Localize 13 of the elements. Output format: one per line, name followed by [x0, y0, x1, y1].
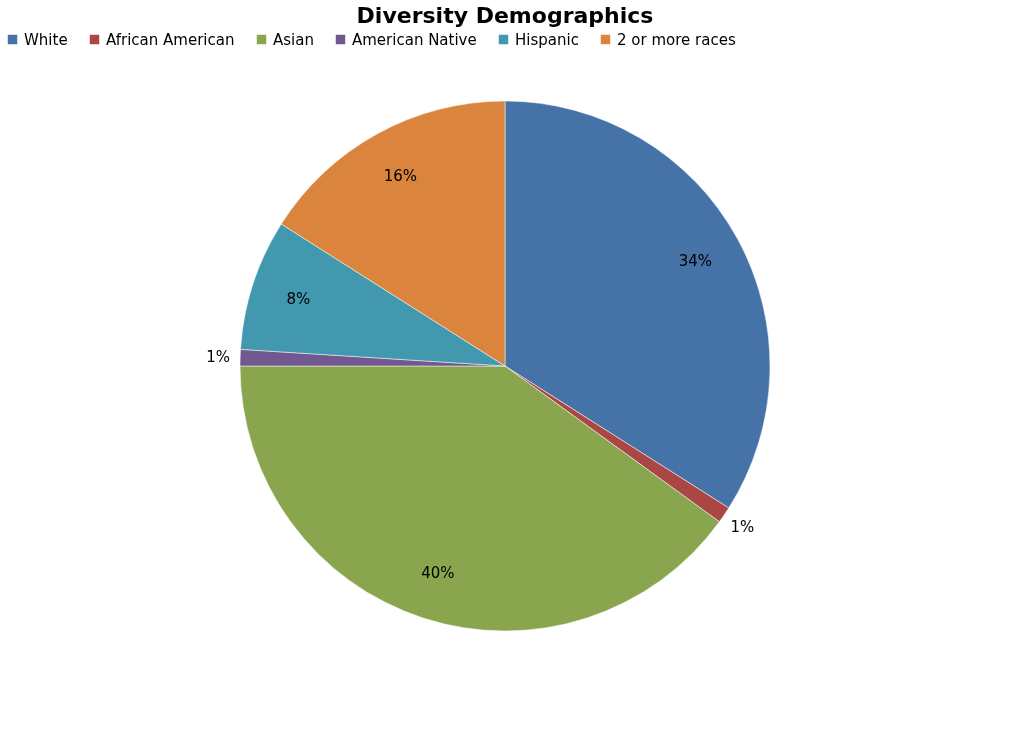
legend-label: White: [24, 30, 68, 49]
legend-label: Asian: [273, 30, 314, 49]
legend-label: African American: [106, 30, 235, 49]
data-label: 8%: [286, 289, 311, 308]
data-label: 34%: [678, 252, 713, 271]
data-label: 40%: [421, 563, 455, 582]
legend-label: Hispanic: [515, 30, 579, 49]
chart-title: Diversity Demographics: [356, 3, 654, 28]
legend-label: 2 or more races: [617, 30, 736, 49]
data-label: 1%: [730, 518, 755, 537]
legend-label: American Native: [352, 30, 477, 49]
data-label: 16%: [383, 166, 417, 185]
data-label: 1%: [206, 347, 231, 366]
